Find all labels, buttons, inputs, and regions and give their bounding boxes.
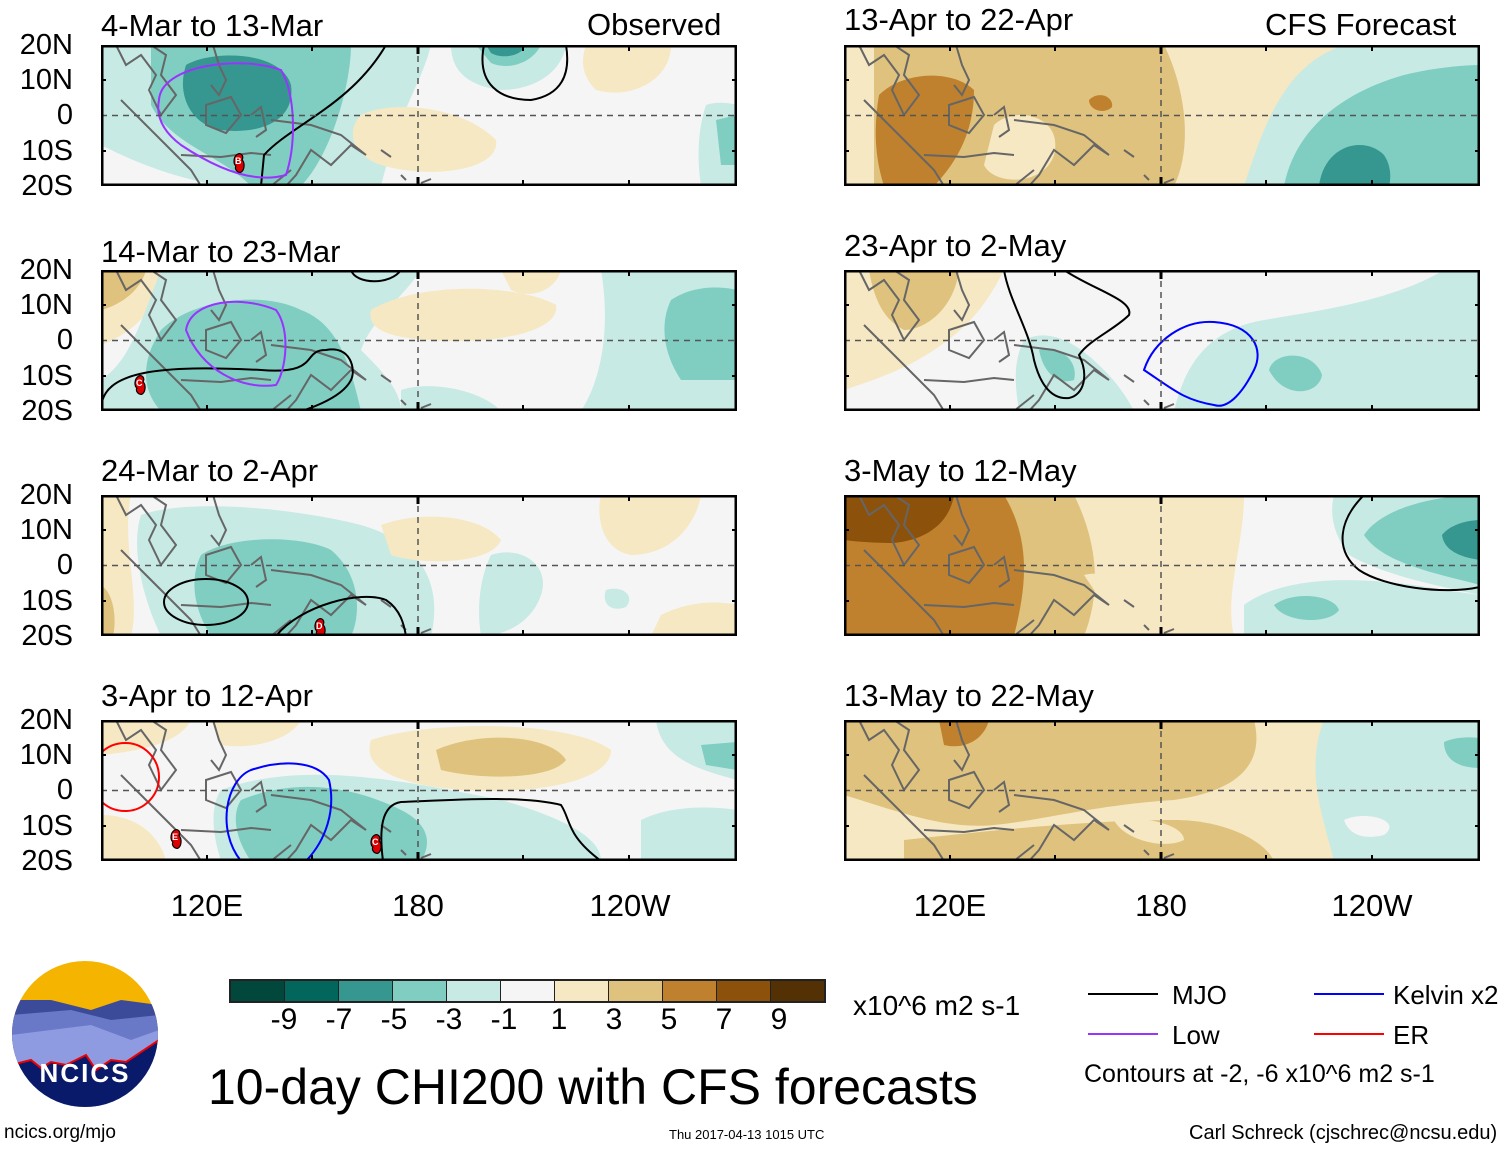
lat-label: 10N — [19, 739, 73, 772]
lon-label-180: 180 — [1135, 888, 1187, 923]
legend-note: Contours at -2, -6 x10^6 m2 s-1 — [1084, 1060, 1435, 1088]
colorbar-tick-label: -1 — [490, 1003, 518, 1036]
colorbar-tick-label: -3 — [435, 1003, 463, 1036]
legend-line-kelvin — [1314, 993, 1384, 995]
map-panel-observed-1: B — [101, 45, 737, 186]
colorbar-tick-label: 1 — [550, 1003, 568, 1036]
cyclone-label: C — [136, 378, 143, 388]
colorbar-swatch — [771, 981, 824, 1001]
cyclone-label: D — [316, 621, 323, 631]
legend-label-low: Low — [1172, 1020, 1220, 1050]
lat-label: 0 — [56, 324, 73, 357]
footer-url: ncics.org/mjo — [4, 1122, 116, 1143]
figure-title: 10-day CHI200 with CFS forecasts — [208, 1059, 978, 1115]
panel-title: 4-Mar to 13-Mar — [101, 8, 324, 43]
map-panel-forecast-1 — [844, 45, 1480, 186]
colorbar-tick-label: -5 — [380, 1003, 408, 1036]
legend-line-mjo — [1088, 993, 1158, 995]
lon-label-120e: 120E — [913, 888, 987, 923]
lat-label: 20S — [21, 394, 73, 427]
lat-label: 20N — [19, 704, 73, 736]
colorbar-tick-label: -9 — [270, 1003, 298, 1036]
lat-label: 20S — [21, 169, 73, 202]
colorbar-tick-label: -7 — [325, 1003, 353, 1036]
lon-label-120e: 120E — [170, 888, 244, 923]
panel-title: 3-May to 12-May — [844, 453, 1077, 488]
lon-label-120w: 120W — [589, 888, 671, 923]
panel-title: 24-Mar to 2-Apr — [101, 453, 319, 488]
lat-label: 0 — [56, 99, 73, 132]
lat-label: 20N — [19, 29, 73, 61]
legend-line-er — [1314, 1033, 1384, 1035]
colorbar-tick-label: 7 — [715, 1003, 733, 1036]
lat-label: 10S — [21, 809, 73, 842]
lat-label: 0 — [56, 774, 73, 807]
colorbar-swatch — [231, 981, 285, 1001]
colorbar-tick-label: 5 — [660, 1003, 678, 1036]
lat-label: 10S — [21, 584, 73, 617]
colorbar-units: x10^6 m2 s-1 — [853, 990, 1021, 1021]
legend-line-low — [1088, 1033, 1158, 1035]
observed-label: Observed — [587, 7, 722, 42]
colorbar-tick-label: 9 — [770, 1003, 788, 1036]
colorbar-swatch — [393, 981, 447, 1001]
lat-label: 10N — [19, 514, 73, 547]
panel-title: 13-May to 22-May — [844, 678, 1094, 713]
ncics-logo: NCICS — [11, 960, 159, 1108]
cyclone-label: E — [172, 832, 179, 842]
colorbar-swatch — [501, 981, 555, 1001]
lat-label: 10N — [19, 64, 73, 97]
colorbar-tick-label: 3 — [605, 1003, 623, 1036]
cfs-forecast-label: CFS Forecast — [1265, 7, 1457, 42]
colorbar — [229, 979, 826, 1003]
colorbar-swatch — [447, 981, 501, 1001]
lat-label: 20S — [21, 619, 73, 652]
colorbar-swatch — [663, 981, 717, 1001]
footer-credit: Carl Schreck (cjschrec@ncsu.edu) — [1189, 1122, 1498, 1144]
lat-label: 20S — [21, 844, 73, 877]
lat-label: 10N — [19, 289, 73, 322]
logo-text: NCICS — [40, 1058, 131, 1088]
panel-title: 3-Apr to 12-Apr — [101, 678, 313, 713]
colorbar-swatch — [555, 981, 609, 1001]
lon-label-120w: 120W — [1331, 888, 1413, 923]
lat-label: 20N — [19, 479, 73, 511]
map-panel-forecast-3 — [844, 495, 1480, 636]
map-panel-forecast-2 — [844, 270, 1480, 411]
cyclone-label: B — [235, 156, 242, 166]
footer-timestamp: Thu 2017-04-13 1015 UTC — [669, 1127, 825, 1142]
legend-label-kelvin: Kelvin x2 — [1393, 980, 1499, 1010]
legend-label-mjo: MJO — [1172, 980, 1227, 1010]
lat-label: 10S — [21, 134, 73, 167]
map-panel-observed-4: E C — [101, 720, 737, 861]
colorbar-swatch — [717, 981, 771, 1001]
colorbar-swatch — [285, 981, 339, 1001]
lat-label: 20N — [19, 254, 73, 286]
map-panel-forecast-4 — [844, 720, 1480, 861]
lat-label: 10S — [21, 359, 73, 392]
lat-label: 0 — [56, 549, 73, 582]
colorbar-swatch — [339, 981, 393, 1001]
panel-title: 14-Mar to 23-Mar — [101, 234, 341, 269]
colorbar-swatch — [609, 981, 663, 1001]
lon-label-180: 180 — [392, 888, 444, 923]
cyclone-label: C — [372, 837, 379, 847]
panel-title: 13-Apr to 22-Apr — [844, 2, 1074, 37]
map-panel-observed-3: D — [101, 495, 737, 636]
map-panel-observed-2: C — [101, 270, 737, 411]
legend-label-er: ER — [1393, 1020, 1430, 1050]
panel-title: 23-Apr to 2-May — [844, 228, 1067, 263]
